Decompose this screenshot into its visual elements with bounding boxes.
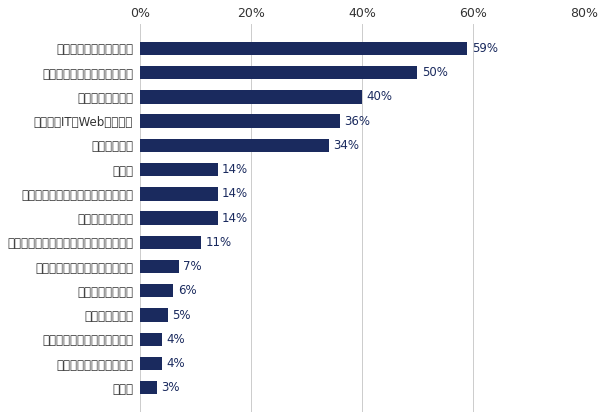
- Bar: [140, 235, 201, 249]
- Text: 3%: 3%: [161, 381, 180, 394]
- Bar: [140, 308, 168, 322]
- Text: 50%: 50%: [422, 66, 448, 79]
- Bar: [140, 139, 329, 152]
- Text: 5%: 5%: [172, 308, 191, 321]
- Text: 59%: 59%: [472, 42, 498, 55]
- Bar: [140, 381, 157, 394]
- Bar: [140, 212, 218, 225]
- Bar: [140, 260, 178, 273]
- Text: 4%: 4%: [166, 333, 185, 346]
- Bar: [140, 114, 340, 128]
- Text: 40%: 40%: [367, 91, 393, 103]
- Text: 36%: 36%: [344, 115, 370, 128]
- Text: 34%: 34%: [333, 139, 359, 152]
- Bar: [140, 163, 218, 176]
- Text: 6%: 6%: [178, 285, 196, 297]
- Bar: [140, 42, 468, 55]
- Bar: [140, 66, 417, 79]
- Text: 4%: 4%: [166, 357, 185, 370]
- Bar: [140, 90, 362, 103]
- Bar: [140, 333, 162, 346]
- Text: 14%: 14%: [222, 187, 248, 200]
- Text: 7%: 7%: [183, 260, 202, 273]
- Bar: [140, 357, 162, 370]
- Bar: [140, 187, 218, 201]
- Text: 14%: 14%: [222, 163, 248, 176]
- Bar: [140, 284, 173, 297]
- Text: 11%: 11%: [206, 236, 232, 249]
- Text: 14%: 14%: [222, 212, 248, 225]
